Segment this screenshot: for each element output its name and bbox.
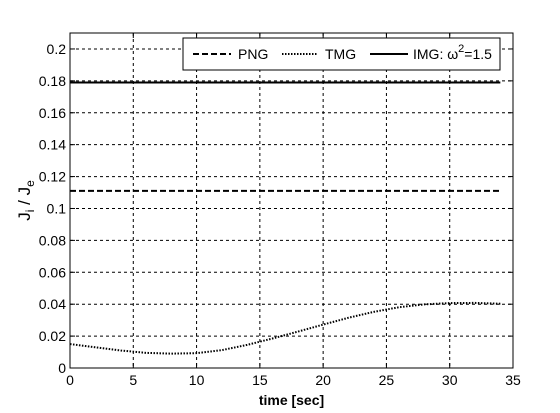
tick-labels: 0 5 10 15 20 25 30 35 0 0.02 0.04 0.06 0.08 0.1 0.12 0.… <box>39 41 521 388</box>
legend-label-png: PNG <box>238 46 268 62</box>
y-tick-label: 0.02 <box>39 328 66 344</box>
x-tick-label: 5 <box>129 372 137 388</box>
y-axis-label: Ji / Je <box>15 180 37 221</box>
axes-frame <box>69 32 514 369</box>
series-line-tmg <box>69 301 501 355</box>
series-lines <box>69 81 501 355</box>
y-axis-label-sep: / <box>15 195 34 209</box>
legend-label-img-main: IMG: ω <box>413 46 458 62</box>
y-axis-label-main2: J <box>15 187 34 196</box>
axes <box>69 32 514 369</box>
y-tick-label: 0.12 <box>39 169 66 185</box>
y-tick-label: 0.16 <box>39 105 66 121</box>
grid <box>70 33 513 368</box>
legend-box <box>182 37 501 71</box>
y-tick-label: 0.2 <box>47 41 67 57</box>
y-tick-label: 0.08 <box>39 232 66 248</box>
legend-label-tmg: TMG <box>325 46 356 62</box>
legend-label-img-tail: =1.5 <box>464 46 492 62</box>
y-axis-label-sub: i <box>23 210 37 213</box>
y-tick-label: 0.1 <box>47 200 67 216</box>
x-tick-label: 10 <box>189 372 205 388</box>
x-tick-label: 30 <box>442 372 458 388</box>
legend: PNG TMG IMG: ω2=1.5 <box>182 37 501 71</box>
plot-area <box>70 33 513 368</box>
legend-label-img-sup: 2 <box>458 43 464 55</box>
y-axis-label-sub2: e <box>23 180 37 187</box>
y-tick-label: 0.18 <box>39 73 66 89</box>
x-tick-label: 15 <box>252 372 268 388</box>
x-tick-label: 35 <box>505 372 521 388</box>
x-tick-label: 0 <box>66 372 74 388</box>
x-axis-label: time [sec] <box>259 392 324 408</box>
legend-label-img: IMG: ω2=1.5 <box>413 43 492 62</box>
y-tick-label: 0.04 <box>39 296 66 312</box>
y-tick-label: 0.14 <box>39 137 66 153</box>
x-tick-label: 25 <box>379 372 395 388</box>
y-tick-label: 0.06 <box>39 264 66 280</box>
y-axis-label-main: J <box>15 212 34 221</box>
x-tick-label: 20 <box>315 372 331 388</box>
y-tick-label: 0 <box>58 360 66 376</box>
